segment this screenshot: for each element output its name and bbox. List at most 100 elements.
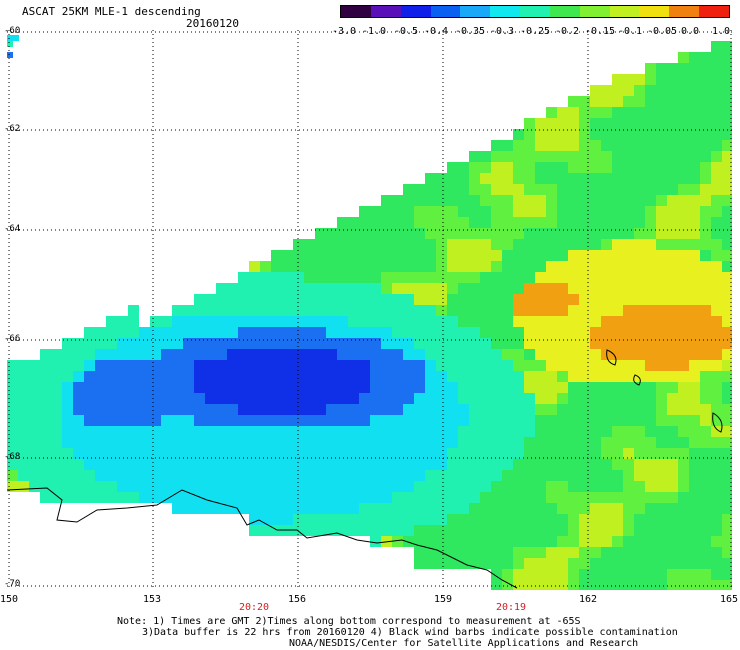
- data-cell: [480, 173, 491, 184]
- data-cell: [546, 547, 557, 558]
- data-cell: [579, 426, 590, 437]
- data-cell: [282, 316, 293, 327]
- data-cell: [436, 195, 447, 206]
- data-cell: [557, 118, 568, 129]
- data-cell: [491, 492, 502, 503]
- data-cell: [623, 195, 634, 206]
- data-cell: [469, 514, 480, 525]
- island-outline: [633, 374, 641, 386]
- data-cell: [51, 481, 62, 492]
- data-cell: [315, 470, 326, 481]
- data-cell: [326, 272, 337, 283]
- data-cell: [480, 250, 491, 261]
- data-cell: [568, 250, 579, 261]
- data-cell: [678, 492, 689, 503]
- data-cell: [348, 250, 359, 261]
- data-cell: [722, 85, 732, 96]
- data-cell: [480, 261, 491, 272]
- data-cell: [381, 239, 392, 250]
- data-cell: [414, 327, 425, 338]
- data-cell: [557, 294, 568, 305]
- data-cell: [546, 316, 557, 327]
- data-cell: [678, 569, 689, 580]
- data-cell: [645, 217, 656, 228]
- data-cell: [667, 382, 678, 393]
- data-cell: [546, 492, 557, 503]
- data-cell: [634, 118, 645, 129]
- data-cell: [656, 371, 667, 382]
- data-cell: [689, 250, 700, 261]
- data-cell: [51, 404, 62, 415]
- data-cell: [568, 404, 579, 415]
- data-cell: [513, 503, 524, 514]
- data-cell: [700, 327, 711, 338]
- data-cell: [271, 305, 282, 316]
- data-cell: [645, 195, 656, 206]
- data-cell: [700, 569, 711, 580]
- data-cell: [590, 382, 601, 393]
- data-cell: [634, 151, 645, 162]
- data-cell: [667, 415, 678, 426]
- data-cell: [667, 514, 678, 525]
- data-cell: [40, 492, 51, 503]
- data-cell: [612, 195, 623, 206]
- data-cell: [238, 437, 249, 448]
- data-cell: [557, 195, 568, 206]
- data-cell: [579, 547, 590, 558]
- data-cell: [601, 382, 612, 393]
- data-cell: [689, 492, 700, 503]
- data-cell: [678, 162, 689, 173]
- data-cell: [502, 404, 513, 415]
- data-cell: [73, 415, 84, 426]
- data-cell: [634, 437, 645, 448]
- data-cell: [634, 404, 645, 415]
- data-cell: [359, 415, 370, 426]
- data-cell: [535, 349, 546, 360]
- data-cell: [612, 437, 623, 448]
- data-cell: [392, 294, 403, 305]
- data-cell: [524, 338, 535, 349]
- data-cell: [568, 580, 579, 590]
- data-cell: [40, 360, 51, 371]
- data-cell: [337, 481, 348, 492]
- data-cell: [524, 514, 535, 525]
- data-cell: [348, 426, 359, 437]
- data-cell: [403, 481, 414, 492]
- data-cell: [645, 118, 656, 129]
- data-cell: [62, 349, 73, 360]
- data-cell: [557, 173, 568, 184]
- data-cell: [557, 525, 568, 536]
- data-cell: [502, 162, 513, 173]
- data-cell: [590, 162, 601, 173]
- data-cell: [645, 415, 656, 426]
- data-cell: [535, 129, 546, 140]
- data-cell: [447, 349, 458, 360]
- data-cell: [535, 547, 546, 558]
- data-cell: [304, 404, 315, 415]
- data-cell: [359, 503, 370, 514]
- data-cell: [656, 261, 667, 272]
- data-cell: [117, 360, 128, 371]
- data-cell: [612, 327, 623, 338]
- data-cell: [62, 426, 73, 437]
- data-cell: [117, 492, 128, 503]
- data-cell: [326, 514, 337, 525]
- data-cell: [623, 74, 634, 85]
- data-cell: [557, 239, 568, 250]
- data-cell: [568, 547, 579, 558]
- data-cell: [84, 426, 95, 437]
- data-cell: [645, 250, 656, 261]
- data-cell: [502, 481, 513, 492]
- data-cell: [634, 74, 645, 85]
- data-cell: [150, 481, 161, 492]
- data-cell: [524, 415, 535, 426]
- data-cell: [238, 338, 249, 349]
- data-cell: [403, 492, 414, 503]
- data-cell: [557, 426, 568, 437]
- data-cell: [469, 228, 480, 239]
- data-cell: [392, 459, 403, 470]
- data-cell: [348, 503, 359, 514]
- data-cell: [546, 294, 557, 305]
- data-cell: [700, 239, 711, 250]
- data-cell: [601, 525, 612, 536]
